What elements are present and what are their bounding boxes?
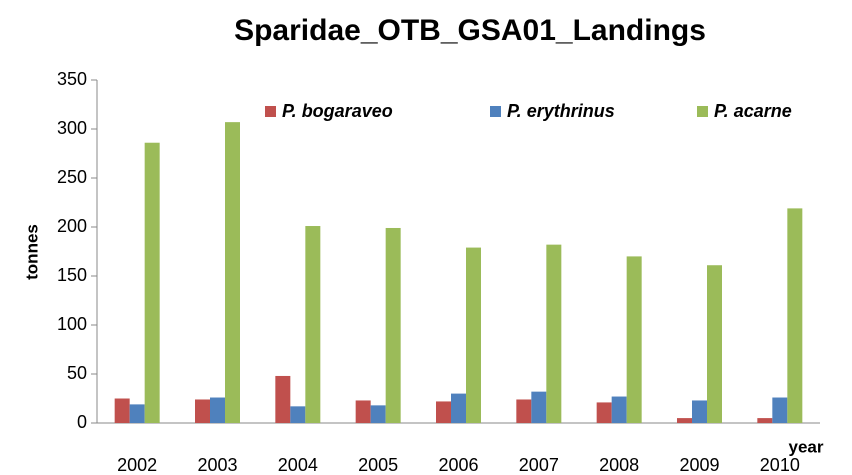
bar bbox=[385, 227, 401, 423]
x-tick-label: 2005 bbox=[358, 455, 398, 475]
x-tick-label: 2009 bbox=[679, 455, 719, 475]
bar bbox=[787, 208, 803, 423]
x-axis-label: year bbox=[789, 437, 824, 456]
y-axis-label: tonnes bbox=[22, 224, 41, 280]
x-tick-label: 2010 bbox=[760, 455, 800, 475]
bar bbox=[129, 404, 145, 423]
bar bbox=[195, 399, 210, 423]
bar bbox=[275, 375, 291, 423]
bar bbox=[305, 226, 321, 423]
bar bbox=[626, 256, 642, 423]
legend-swatch bbox=[697, 106, 708, 117]
y-tick-label: 50 bbox=[67, 363, 87, 383]
bar bbox=[114, 398, 130, 423]
x-tick-label: 2008 bbox=[599, 455, 639, 475]
legend-label: P. acarne bbox=[714, 101, 792, 121]
x-tick-label: 2003 bbox=[197, 455, 237, 475]
bar bbox=[531, 391, 547, 423]
bar bbox=[144, 142, 160, 423]
legend-swatch bbox=[490, 106, 501, 117]
bar bbox=[451, 393, 466, 423]
x-tick-label: 2004 bbox=[278, 455, 318, 475]
bar bbox=[692, 400, 707, 423]
y-tick-label: 350 bbox=[57, 69, 87, 89]
y-tick-label: 100 bbox=[57, 314, 87, 334]
y-tick-label: 200 bbox=[57, 216, 87, 236]
bar bbox=[772, 397, 788, 423]
y-tick-label: 300 bbox=[57, 118, 87, 138]
y-tick-label: 150 bbox=[57, 265, 87, 285]
bar bbox=[225, 122, 240, 423]
bar bbox=[355, 400, 371, 423]
bar bbox=[677, 418, 692, 423]
chart-title: Sparidae_OTB_GSA01_Landings bbox=[234, 14, 706, 47]
bar bbox=[757, 418, 773, 423]
x-tick-label: 2007 bbox=[519, 455, 559, 475]
y-tick-label: 0 bbox=[77, 412, 87, 432]
bar bbox=[546, 244, 562, 423]
y-tick-label: 250 bbox=[57, 167, 87, 187]
bar bbox=[516, 399, 532, 423]
bar bbox=[290, 406, 306, 423]
bar bbox=[611, 396, 627, 423]
legend-swatch bbox=[265, 106, 276, 117]
bar bbox=[707, 265, 722, 423]
legend-label: P. erythrinus bbox=[507, 101, 615, 121]
bar bbox=[596, 402, 612, 423]
x-tick-label: 2002 bbox=[117, 455, 157, 475]
bar bbox=[370, 405, 386, 423]
legend-label: P. bogaraveo bbox=[282, 101, 393, 121]
x-tick-label: 2006 bbox=[438, 455, 478, 475]
bar bbox=[210, 397, 225, 423]
bar bbox=[436, 401, 451, 423]
bar bbox=[466, 247, 481, 423]
